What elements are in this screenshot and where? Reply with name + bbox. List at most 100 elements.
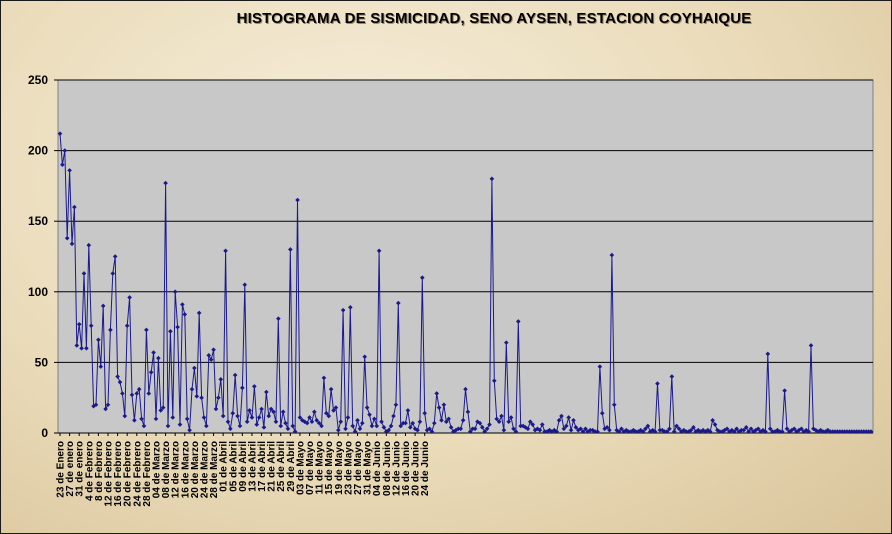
data-point [487, 422, 492, 427]
data-point [659, 427, 665, 433]
data-point [261, 425, 267, 430]
data-point [607, 427, 612, 433]
data-point [208, 357, 214, 362]
data-point [465, 409, 471, 415]
data-point [64, 235, 70, 241]
data-point [374, 423, 380, 429]
x-tick-label: 03 de Mayo [295, 441, 306, 495]
data-point [417, 419, 423, 425]
data-point [124, 323, 130, 328]
data-point [724, 426, 730, 432]
data-point [767, 426, 773, 432]
data-point [619, 426, 624, 432]
plot-area [57, 79, 874, 434]
data-point [184, 416, 190, 422]
data-point [333, 405, 339, 410]
data-point [324, 410, 329, 416]
data-point [362, 354, 368, 360]
data-point [631, 427, 636, 433]
data-point [580, 429, 586, 434]
data-point [520, 423, 526, 429]
data-point [151, 350, 156, 355]
data-point [657, 427, 663, 433]
x-tick-label: 20 de Febrero [123, 441, 134, 507]
data-point [746, 429, 751, 434]
data-point [297, 415, 303, 420]
data-point [429, 429, 435, 434]
data-point [172, 289, 178, 295]
data-point [254, 422, 260, 427]
data-point [755, 426, 761, 432]
data-point [688, 427, 694, 433]
data-point [518, 423, 523, 429]
data-point [496, 419, 502, 425]
data-point [662, 429, 667, 434]
data-point [199, 395, 204, 400]
data-point [784, 426, 790, 432]
data-point [669, 374, 675, 379]
data-point [60, 162, 65, 168]
data-point [815, 429, 821, 434]
data-point [232, 372, 238, 378]
data-point [479, 425, 485, 430]
x-tick-label: 17 de Abril [257, 441, 268, 492]
y-axis-ticks: 0 50 100 150 200 250 [28, 73, 58, 440]
data-point [290, 423, 296, 429]
data-point [712, 422, 718, 427]
data-point [592, 429, 598, 434]
data-point [256, 415, 262, 420]
data-point [192, 365, 197, 371]
data-point [103, 406, 108, 412]
data-point [868, 429, 874, 434]
data-point [551, 427, 557, 433]
data-point [122, 413, 128, 419]
data-point [194, 393, 200, 399]
data-point [511, 426, 516, 432]
data-point [715, 427, 720, 433]
data-point [799, 426, 804, 432]
data-point [420, 275, 425, 280]
data-point [664, 429, 670, 434]
data-point [379, 419, 384, 425]
x-tick-label: 25 de Abril [276, 441, 287, 492]
x-tick-label: 04 de Junio [372, 441, 383, 496]
data-point [108, 327, 113, 333]
data-point [158, 408, 164, 413]
data-point [494, 416, 499, 422]
data-point [460, 417, 466, 423]
data-point [626, 429, 631, 434]
data-point [321, 375, 327, 381]
data-point [136, 386, 142, 392]
x-tick-label: 4 de Febrero [84, 441, 95, 501]
data-point [770, 429, 775, 434]
data-point [463, 386, 468, 392]
data-point [729, 427, 735, 433]
data-point [105, 402, 111, 408]
data-point [264, 389, 269, 395]
data-point [568, 427, 574, 433]
data-point [360, 420, 365, 426]
data-point [160, 405, 166, 410]
data-point [832, 429, 838, 434]
x-tick-label: 24 de Febrero [132, 441, 143, 507]
data-point [386, 427, 392, 433]
data-point [818, 427, 823, 433]
data-point [456, 426, 461, 432]
data-point [273, 419, 279, 425]
data-point [628, 429, 634, 434]
data-point [633, 429, 639, 434]
y-tick-label: 100 [28, 285, 48, 299]
data-point [144, 327, 149, 333]
data-point [288, 247, 293, 252]
data-point [811, 426, 816, 432]
data-point [117, 379, 123, 385]
data-point [410, 420, 416, 426]
data-point [441, 402, 447, 408]
data-point [616, 429, 622, 434]
data-point [489, 176, 495, 182]
data-point [381, 425, 387, 430]
data-point [357, 426, 363, 432]
x-tick-label: 04 de Marzo [151, 441, 162, 498]
data-point [806, 429, 811, 434]
x-tick-label: 31 de Mayo [363, 441, 374, 495]
